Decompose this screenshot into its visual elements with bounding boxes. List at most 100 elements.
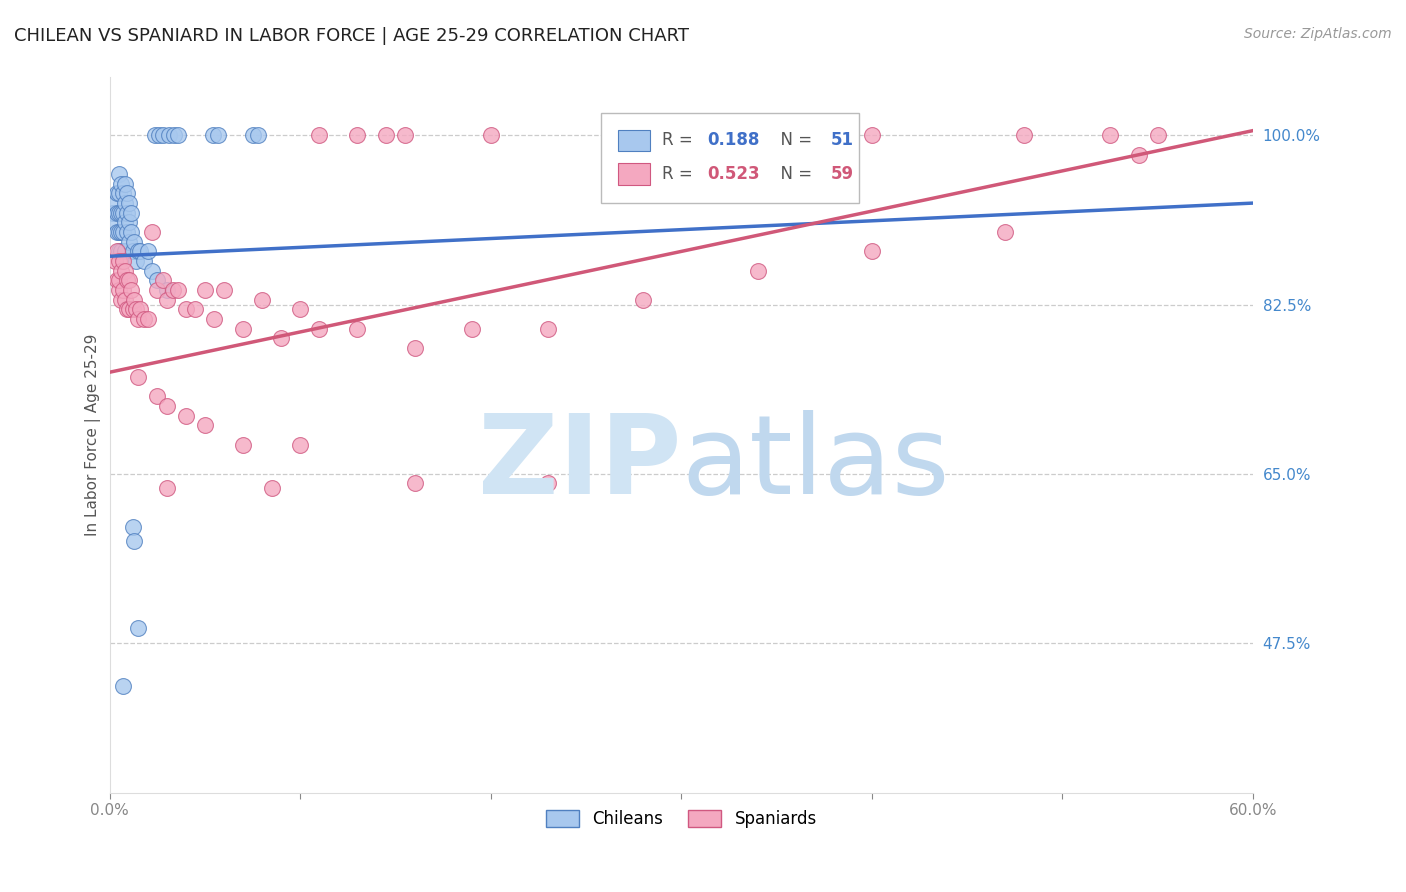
Point — [127, 312, 149, 326]
Point — [346, 322, 368, 336]
Point — [110, 225, 132, 239]
Point — [108, 206, 131, 220]
Point — [104, 254, 127, 268]
Point — [994, 225, 1017, 239]
Point — [111, 254, 134, 268]
Point — [114, 177, 136, 191]
Point — [404, 341, 426, 355]
Point — [242, 128, 264, 143]
Text: Source: ZipAtlas.com: Source: ZipAtlas.com — [1244, 27, 1392, 41]
Point — [108, 186, 131, 201]
Point — [110, 244, 132, 259]
Point — [167, 283, 190, 297]
Point — [156, 283, 179, 297]
Point — [136, 312, 159, 326]
Point — [194, 418, 217, 433]
Point — [146, 389, 169, 403]
Point — [132, 254, 155, 268]
Point — [127, 621, 149, 635]
Point — [756, 128, 779, 143]
Point — [156, 399, 179, 413]
Point — [114, 244, 136, 259]
Text: ZIP: ZIP — [478, 410, 682, 517]
Point — [115, 206, 138, 220]
Point — [537, 476, 560, 491]
Point — [146, 283, 169, 297]
Point — [156, 481, 179, 495]
Point — [148, 128, 170, 143]
Point — [156, 293, 179, 307]
Point — [290, 438, 312, 452]
Point — [184, 302, 207, 317]
Point — [115, 186, 138, 201]
Point — [152, 273, 174, 287]
Point — [103, 206, 125, 220]
Point — [129, 302, 152, 317]
Point — [250, 293, 273, 307]
Point — [145, 128, 167, 143]
Point — [111, 679, 134, 693]
Point — [167, 128, 190, 143]
Point — [110, 177, 132, 191]
Text: 51: 51 — [831, 131, 853, 149]
Point — [110, 264, 132, 278]
Point — [163, 128, 186, 143]
Point — [141, 225, 163, 239]
Point — [118, 273, 141, 287]
Point — [537, 322, 560, 336]
Point — [247, 128, 270, 143]
Point — [374, 128, 396, 143]
Point — [105, 186, 128, 201]
Point — [111, 206, 134, 220]
Point — [120, 206, 142, 220]
Y-axis label: In Labor Force | Age 25-29: In Labor Force | Age 25-29 — [86, 334, 101, 536]
Point — [114, 264, 136, 278]
Text: R =: R = — [662, 165, 697, 183]
Text: N =: N = — [770, 131, 818, 149]
Point — [104, 196, 127, 211]
Text: CHILEAN VS SPANIARD IN LABOR FORCE | AGE 25-29 CORRELATION CHART: CHILEAN VS SPANIARD IN LABOR FORCE | AGE… — [14, 27, 689, 45]
Point — [174, 409, 197, 423]
Point — [125, 302, 148, 317]
Point — [129, 244, 152, 259]
Text: 0.523: 0.523 — [707, 165, 761, 183]
Text: 0.188: 0.188 — [707, 131, 761, 149]
Point — [108, 273, 131, 287]
Point — [121, 302, 143, 317]
Point — [141, 264, 163, 278]
Point — [212, 283, 235, 297]
Point — [308, 128, 330, 143]
Point — [114, 196, 136, 211]
Point — [111, 283, 134, 297]
Point — [118, 215, 141, 229]
Point — [105, 244, 128, 259]
Point — [207, 128, 229, 143]
Point — [115, 225, 138, 239]
Point — [132, 312, 155, 326]
Point — [308, 322, 330, 336]
Point — [120, 225, 142, 239]
Point — [125, 254, 148, 268]
Legend: Chileans, Spaniards: Chileans, Spaniards — [538, 803, 824, 834]
Point — [1014, 128, 1036, 143]
Point — [127, 244, 149, 259]
Point — [1099, 128, 1122, 143]
Point — [124, 235, 146, 249]
Point — [115, 302, 138, 317]
Point — [479, 128, 502, 143]
Point — [174, 302, 197, 317]
Point — [201, 128, 224, 143]
Point — [346, 128, 368, 143]
Text: R =: R = — [662, 131, 697, 149]
Point — [232, 322, 254, 336]
Point — [105, 273, 128, 287]
Point — [136, 244, 159, 259]
Point — [108, 167, 131, 181]
Point — [108, 254, 131, 268]
Point — [121, 520, 143, 534]
Text: N =: N = — [770, 165, 818, 183]
Point — [232, 438, 254, 452]
Point — [121, 244, 143, 259]
Point — [860, 244, 883, 259]
Point — [204, 312, 226, 326]
